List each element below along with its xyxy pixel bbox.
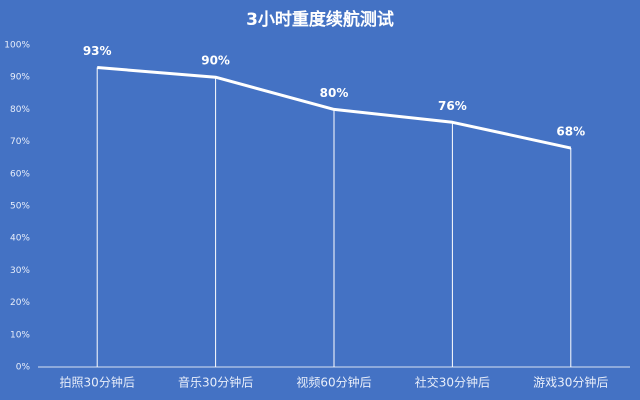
- data-label: 93%: [83, 44, 112, 58]
- y-tick-label: 80%: [10, 105, 30, 115]
- y-tick-label: 50%: [10, 202, 30, 212]
- y-tick-label: 100%: [4, 41, 30, 51]
- y-tick-label: 40%: [10, 234, 30, 244]
- chart-title: 3小时重度续航测试: [246, 9, 394, 30]
- y-tick-label: 30%: [10, 266, 30, 276]
- data-label: 80%: [320, 86, 349, 100]
- y-tick-label: 60%: [10, 169, 30, 179]
- x-tick-label: 视频60分钟后: [296, 375, 371, 390]
- y-tick-label: 70%: [10, 137, 30, 147]
- line: [97, 66, 572, 150]
- y-tick-label: 10%: [10, 330, 30, 340]
- x-tick-label: 游戏30分钟后: [533, 375, 608, 390]
- x-tick-label: 社交30分钟后: [415, 375, 490, 390]
- data-label: 90%: [201, 54, 230, 68]
- x-tick-label: 拍照30分钟后: [60, 375, 135, 390]
- data-label: 76%: [438, 99, 467, 113]
- data-label: 68%: [556, 125, 585, 139]
- y-tick-label: 20%: [10, 298, 30, 308]
- y-tick-label: 0%: [16, 363, 31, 373]
- x-tick-label: 音乐30分钟后: [178, 375, 253, 390]
- y-tick-label: 90%: [10, 73, 30, 83]
